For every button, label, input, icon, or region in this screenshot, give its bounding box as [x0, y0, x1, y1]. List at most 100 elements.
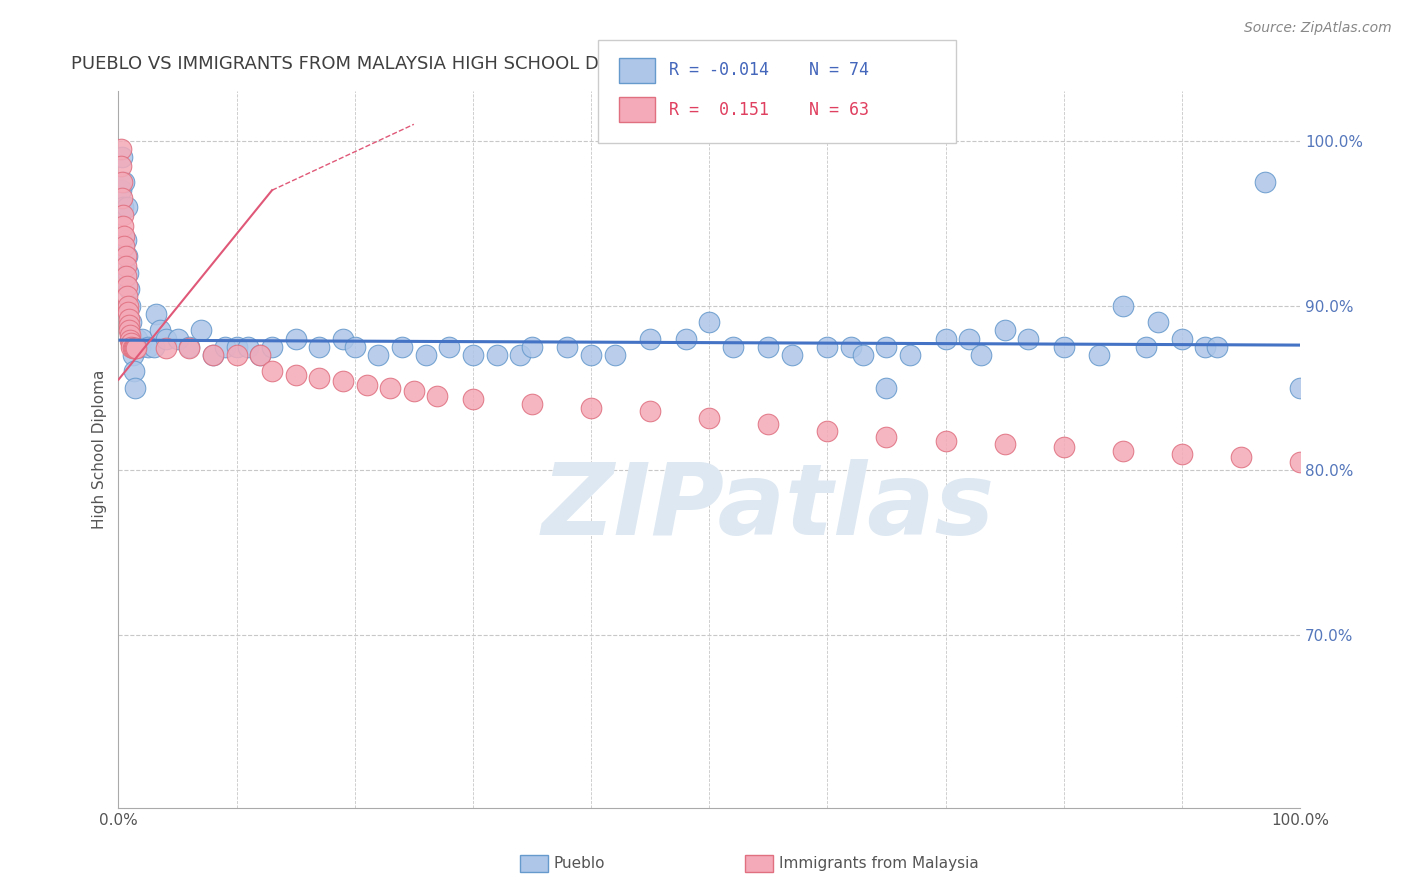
Point — [249, 348, 271, 362]
Point — [190, 323, 212, 337]
Point — [155, 331, 177, 345]
Y-axis label: High School Diploma: High School Diploma — [93, 370, 107, 530]
Point — [110, 159, 132, 173]
Point — [112, 200, 135, 214]
Point — [149, 323, 172, 337]
Point — [118, 311, 141, 326]
Text: R =  0.151    N = 63: R = 0.151 N = 63 — [669, 101, 869, 119]
Point — [155, 342, 177, 356]
Point — [1171, 447, 1194, 461]
Point — [117, 305, 139, 319]
Point — [1112, 299, 1135, 313]
Point — [238, 340, 260, 354]
Point — [875, 430, 897, 444]
Point — [603, 348, 626, 362]
Point — [970, 348, 993, 362]
Point — [697, 315, 720, 329]
Point — [1017, 331, 1039, 345]
Point — [1147, 315, 1170, 329]
Point — [1206, 340, 1229, 354]
Point — [815, 424, 838, 438]
Point — [111, 175, 134, 189]
Point — [697, 410, 720, 425]
Point — [260, 340, 283, 354]
Point — [112, 229, 135, 244]
Point — [122, 364, 145, 378]
Point — [815, 340, 838, 354]
Text: R = -0.014    N = 74: R = -0.014 N = 74 — [669, 62, 869, 79]
Point — [402, 384, 425, 399]
Point — [145, 307, 167, 321]
Point — [935, 331, 957, 345]
Point — [461, 392, 484, 407]
Point — [721, 340, 744, 354]
Point — [1194, 340, 1216, 354]
Point — [112, 175, 135, 189]
Point — [260, 364, 283, 378]
Point — [121, 342, 143, 356]
Point — [935, 434, 957, 448]
Point — [439, 340, 461, 354]
Point — [426, 389, 449, 403]
Point — [898, 348, 921, 362]
Point — [110, 142, 132, 156]
Point — [115, 278, 138, 293]
Point — [124, 381, 146, 395]
Point — [356, 377, 378, 392]
Point — [852, 348, 875, 362]
Point — [112, 219, 135, 234]
Point — [112, 208, 135, 222]
Point — [284, 368, 307, 382]
Point — [115, 288, 138, 302]
Point — [225, 340, 247, 354]
Point — [136, 340, 159, 354]
Point — [201, 348, 224, 362]
Point — [124, 342, 146, 356]
Point — [179, 342, 201, 356]
Text: Pueblo: Pueblo — [554, 856, 606, 871]
Point — [308, 371, 330, 385]
Point — [756, 417, 779, 432]
Point — [118, 323, 141, 337]
Point — [120, 315, 142, 329]
Text: Immigrants from Malaysia: Immigrants from Malaysia — [779, 856, 979, 871]
Point — [520, 397, 543, 411]
Text: ZIPatlas: ZIPatlas — [541, 458, 995, 556]
Point — [110, 183, 132, 197]
Point — [380, 381, 402, 395]
Point — [114, 249, 136, 263]
Point — [332, 331, 354, 345]
Point — [1053, 440, 1076, 454]
Point — [114, 268, 136, 283]
Text: PUEBLO VS IMMIGRANTS FROM MALAYSIA HIGH SCHOOL DIPLOMA CORRELATION CHART: PUEBLO VS IMMIGRANTS FROM MALAYSIA HIGH … — [72, 55, 868, 73]
Point — [112, 239, 135, 253]
Point — [780, 348, 803, 362]
Point — [122, 342, 145, 356]
Point — [117, 266, 139, 280]
Point — [343, 340, 366, 354]
Point — [1230, 450, 1253, 464]
Point — [117, 299, 139, 313]
Point — [111, 191, 134, 205]
Point — [201, 348, 224, 362]
Text: Source: ZipAtlas.com: Source: ZipAtlas.com — [1244, 21, 1392, 36]
Point — [638, 404, 661, 418]
Point — [994, 437, 1017, 451]
Point — [214, 340, 236, 354]
Point — [557, 340, 579, 354]
Point — [249, 348, 271, 362]
Point — [120, 299, 142, 313]
Point — [166, 331, 188, 345]
Point — [332, 375, 354, 389]
Point — [131, 331, 153, 345]
Point — [120, 336, 142, 351]
Point — [120, 340, 142, 354]
Point — [415, 348, 437, 362]
Point — [875, 381, 897, 395]
Point — [114, 259, 136, 273]
Point — [1171, 331, 1194, 345]
Point — [125, 340, 148, 354]
Point — [284, 331, 307, 345]
Point — [111, 150, 134, 164]
Point — [225, 348, 247, 362]
